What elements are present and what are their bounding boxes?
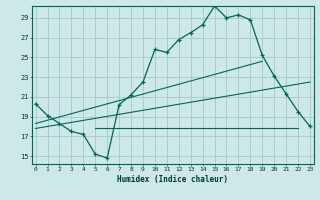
X-axis label: Humidex (Indice chaleur): Humidex (Indice chaleur) bbox=[117, 175, 228, 184]
